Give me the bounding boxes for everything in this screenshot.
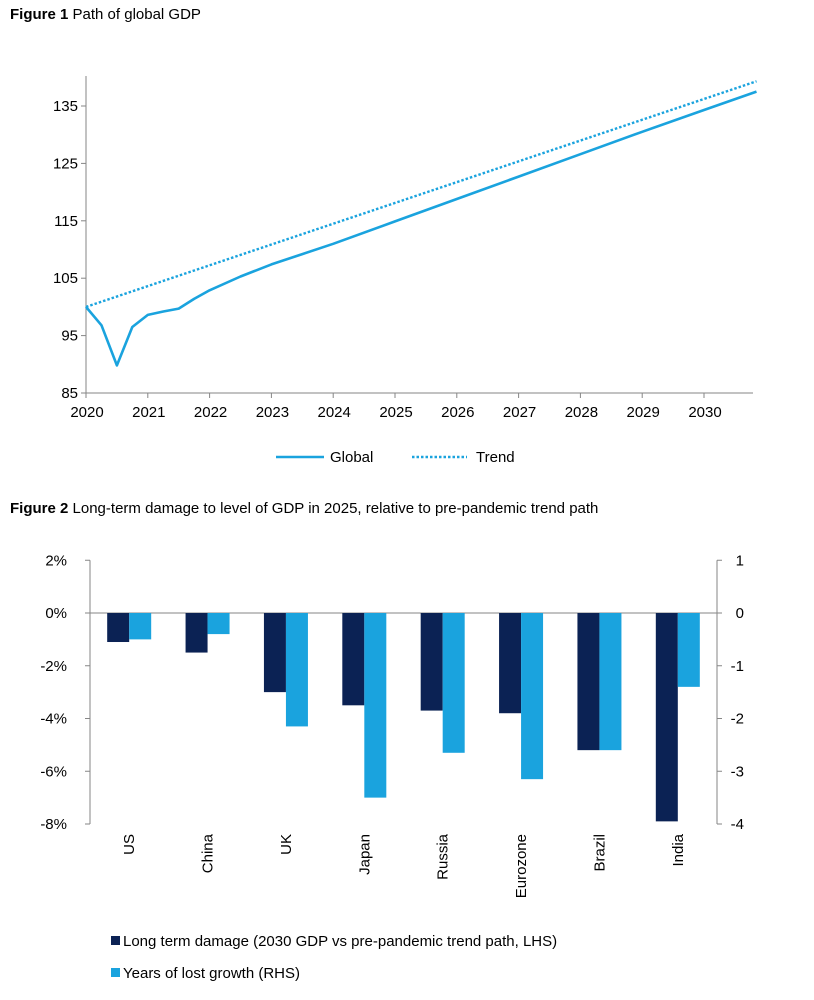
figure-2-caption: Long-term damage to level of GDP in 2025… bbox=[72, 500, 599, 517]
legend-swatch-years-lost bbox=[111, 968, 120, 977]
figure-1-label: Figure 1 bbox=[10, 6, 69, 23]
left-y-tick-label: -4% bbox=[40, 711, 67, 728]
y-tick-label: 135 bbox=[53, 98, 78, 115]
category-label: Eurozone bbox=[513, 834, 530, 898]
y-tick-label: 85 bbox=[61, 385, 78, 402]
x-tick-label: 2021 bbox=[132, 404, 165, 421]
series-line-trend bbox=[85, 80, 757, 309]
gdp-line-chart: 85 95 105 115 125 135 2020 2021 2022 2023 2024 2025… bbox=[53, 76, 757, 466]
x-tick-label: 2023 bbox=[256, 404, 289, 421]
figure-2-label: Figure 2 bbox=[10, 500, 69, 517]
legend-label-long-term-damage: Long term damage (2030 GDP vs pre-pandem… bbox=[123, 933, 557, 950]
x-tick-label: 2024 bbox=[318, 404, 351, 421]
category-label: Brazil bbox=[591, 834, 608, 872]
right-y-tick-label: -4 bbox=[731, 816, 744, 833]
left-y-tick-label: 0% bbox=[45, 605, 67, 622]
bar-years-lost-eurozone bbox=[521, 613, 544, 780]
bar-long-term-damage-russia bbox=[420, 613, 443, 711]
right-y-tick-label: -1 bbox=[731, 658, 744, 675]
x-tick-label: 2028 bbox=[565, 404, 598, 421]
bar-long-term-damage-uk bbox=[263, 613, 286, 693]
bar-years-lost-us bbox=[129, 613, 152, 640]
figure-1-caption: Path of global GDP bbox=[72, 6, 201, 23]
left-y-tick-label: -8% bbox=[40, 816, 67, 833]
y-tick-label: 125 bbox=[53, 155, 78, 172]
x-tick-label: 2029 bbox=[627, 404, 660, 421]
bar-long-term-damage-japan bbox=[342, 613, 365, 706]
legend-swatch-long-term-damage bbox=[111, 936, 120, 945]
y-tick-label: 115 bbox=[54, 213, 78, 230]
category-label: US bbox=[121, 834, 138, 855]
right-y-tick-label: 1 bbox=[736, 552, 744, 569]
category-label: India bbox=[670, 833, 687, 866]
y-tick-label: 95 bbox=[61, 328, 78, 345]
legend-label-years-lost: Years of lost growth (RHS) bbox=[123, 965, 300, 982]
bar-years-lost-uk bbox=[285, 613, 308, 727]
left-y-tick-label: 2% bbox=[45, 552, 67, 569]
x-tick-label: 2030 bbox=[688, 404, 721, 421]
category-label: Japan bbox=[356, 834, 373, 875]
right-y-tick-label: -3 bbox=[731, 763, 744, 780]
right-y-tick-label: 0 bbox=[736, 605, 744, 622]
bar-long-term-damage-brazil bbox=[577, 613, 600, 751]
bar-long-term-damage-china bbox=[185, 613, 208, 653]
bar-years-lost-china bbox=[207, 613, 230, 635]
bar-long-term-damage-india bbox=[655, 613, 678, 822]
x-tick-label: 2025 bbox=[379, 404, 412, 421]
x-tick-label: 2027 bbox=[503, 404, 536, 421]
bar-years-lost-russia bbox=[442, 613, 465, 753]
figure-1-title: Figure 1 Path of global GDP bbox=[10, 6, 201, 23]
bar-years-lost-india bbox=[677, 613, 700, 687]
right-y-tick-label: -2 bbox=[731, 711, 744, 728]
bar-years-lost-japan bbox=[364, 613, 387, 798]
series-line-global bbox=[85, 90, 757, 367]
legend-label-global: Global bbox=[330, 449, 373, 466]
left-y-tick-label: -2% bbox=[40, 658, 67, 675]
category-label: Russia bbox=[435, 833, 452, 880]
figure-2-title: Figure 2 Long-term damage to level of GD… bbox=[10, 500, 598, 517]
legend-label-trend: Trend bbox=[476, 449, 515, 466]
bar-long-term-damage-eurozone bbox=[499, 613, 522, 714]
x-tick-label: 2022 bbox=[194, 404, 227, 421]
bar-long-term-damage-us bbox=[107, 613, 130, 643]
category-label: China bbox=[200, 833, 217, 873]
y-tick-label: 105 bbox=[53, 270, 78, 287]
left-y-tick-label: -6% bbox=[40, 763, 67, 780]
x-tick-label: 2020 bbox=[70, 404, 103, 421]
bar-years-lost-brazil bbox=[599, 613, 622, 751]
category-label: UK bbox=[278, 834, 295, 855]
x-tick-label: 2026 bbox=[441, 404, 474, 421]
